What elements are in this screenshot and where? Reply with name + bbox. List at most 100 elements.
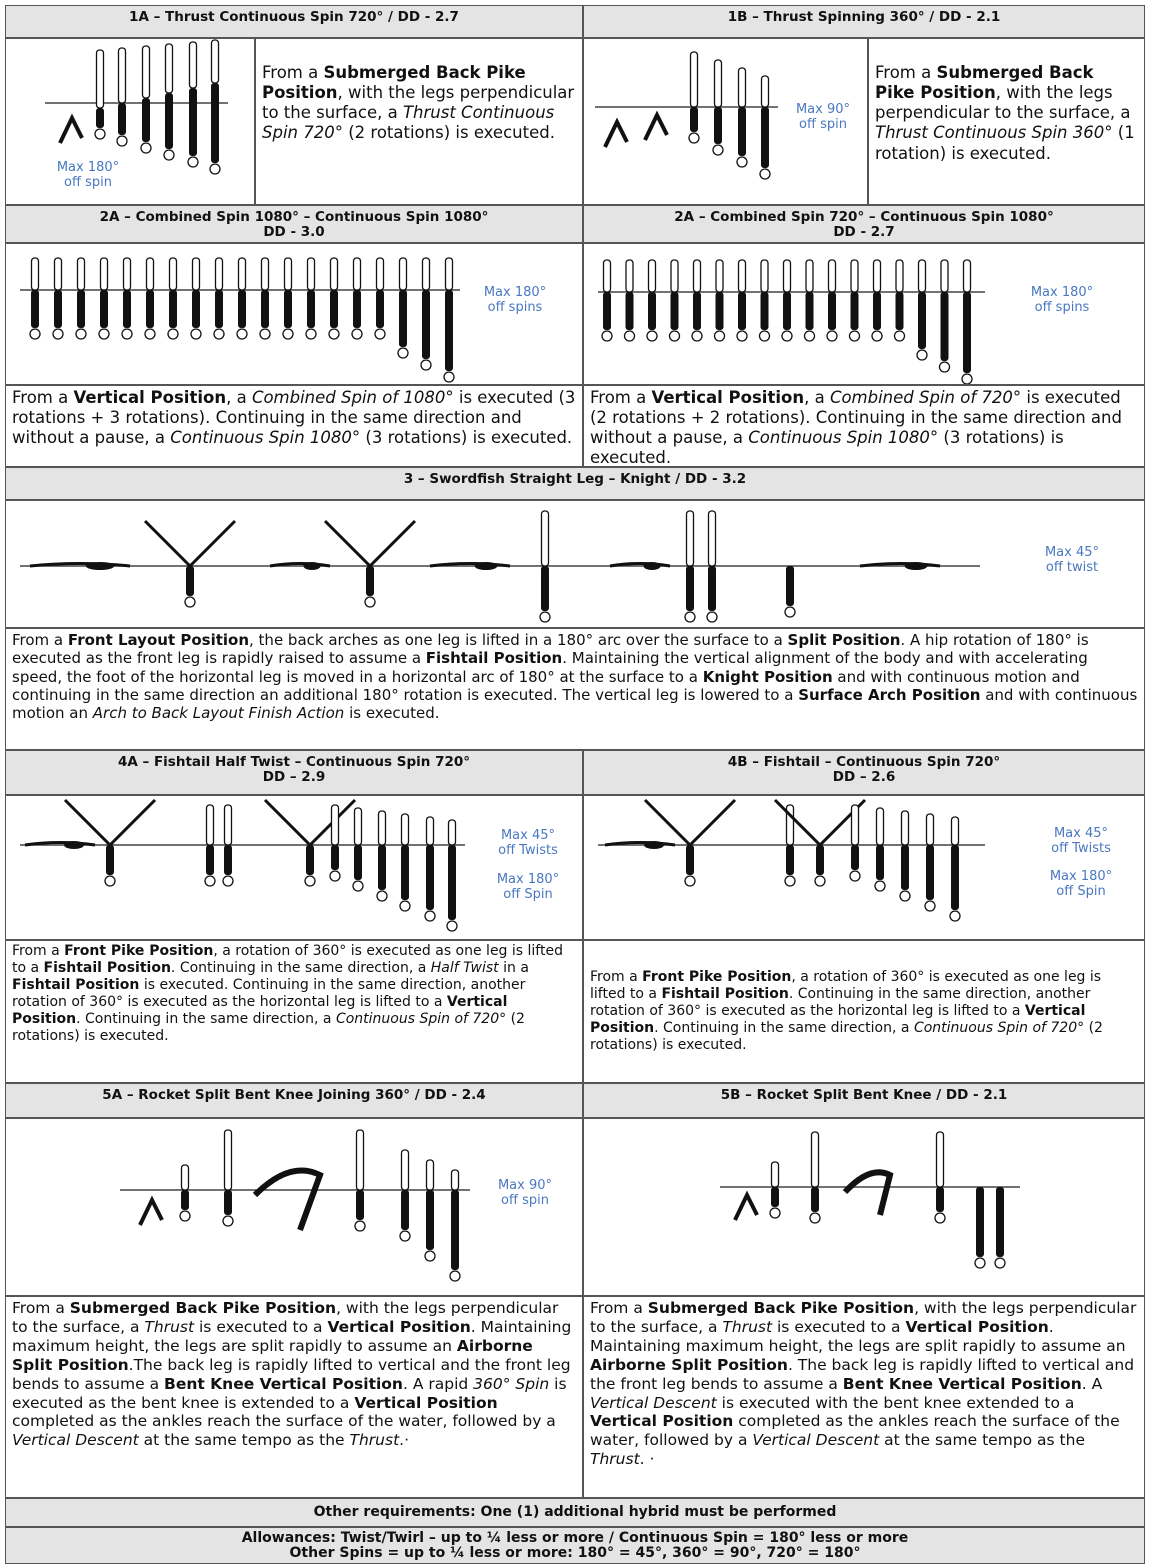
- bold-run: Split Position: [787, 631, 901, 649]
- figure-cell: [5, 38, 255, 205]
- figure-cell: [5, 500, 1145, 628]
- limit-note: Max 45° off Twists: [1031, 826, 1131, 856]
- figure-part: [924, 900, 936, 912]
- figure-part: [474, 562, 498, 570]
- figure-part: [899, 890, 911, 902]
- header-line: 4A – Fishtail Half Twist – Continuous Sp…: [117, 754, 471, 770]
- note-line: Max 180°: [483, 285, 547, 300]
- figure-part: [771, 1187, 779, 1207]
- note-line: off Spin: [1056, 884, 1106, 899]
- italic-run: Combined Spin of 720°: [829, 388, 1022, 407]
- section-header: 2A – Combined Spin 720° – Continuous Spi…: [583, 205, 1145, 243]
- description: From a Vertical Position, a Combined Spi…: [583, 385, 1145, 467]
- figure-part: [926, 845, 934, 900]
- limit-note: Max 180° off spins: [1012, 285, 1112, 315]
- bold-run: Submerged Back Pike Position: [262, 63, 526, 103]
- figure-part: [451, 1190, 459, 1270]
- text-run: completed as the ankles reach the surfac…: [590, 1412, 1120, 1450]
- figure-part: [690, 107, 698, 132]
- text-run: is executed (2 rotations + 2 rotations).…: [590, 388, 1122, 448]
- text-run: .The back leg is rapidly lifted to verti…: [12, 1355, 571, 1393]
- figure-part: [859, 562, 941, 568]
- bold-run: Airborne Split Position: [590, 1355, 788, 1374]
- text-run: (2 rotations) is executed.: [12, 1011, 525, 1045]
- figure-part: [364, 596, 376, 608]
- figure-part: [399, 290, 407, 347]
- figure-part: [100, 290, 108, 328]
- text-run: From a: [590, 1299, 648, 1317]
- text-run: (2 rotations) is executed.: [342, 123, 555, 143]
- figure-part: [814, 875, 826, 887]
- text-run: is executed. Continuing in the same dire…: [12, 977, 526, 1011]
- figure-part: [351, 328, 363, 340]
- figure-cell: [583, 38, 868, 205]
- figure-part: [826, 330, 838, 342]
- figure-part: [252, 1167, 324, 1232]
- figure-part: [85, 562, 115, 570]
- description: From a Front Pike Position, a rotation o…: [5, 940, 583, 1083]
- figure-part: [211, 83, 219, 163]
- figure-part: [934, 1212, 946, 1224]
- bold-run: Vertical Position: [327, 1317, 471, 1336]
- figure-part: [94, 128, 106, 140]
- italic-run: Vertical Descent: [590, 1393, 717, 1412]
- figure-part: [331, 845, 339, 870]
- figure-part: [179, 1210, 191, 1222]
- figure-part: [420, 359, 432, 371]
- figure-part: [29, 328, 41, 340]
- header-line: 5B – Rocket Split Bent Knee / DD - 2.1: [720, 1087, 1008, 1103]
- figure-cell: [5, 243, 583, 385]
- header-line: 2A – Combined Spin 720° – Continuous Spi…: [674, 209, 1054, 225]
- figure-part: [399, 900, 411, 912]
- figure-part: [873, 292, 881, 330]
- figure-part: [781, 330, 793, 342]
- figure-part: [759, 168, 771, 180]
- figure-part: [816, 845, 824, 875]
- allowance-line: Other Spins = up to ¼ less or more: 180°…: [289, 1545, 861, 1561]
- bold-run: Submerged Back Pike Position: [69, 1299, 337, 1317]
- figure-part: [646, 330, 658, 342]
- header-line: DD - 2.7: [833, 224, 895, 240]
- note-line: off spin: [64, 175, 112, 190]
- figure-part: [397, 347, 409, 359]
- bold-run: Vertical Position: [590, 1003, 1086, 1037]
- bold-run: Front Pike Position: [642, 969, 792, 985]
- text-run: , a: [804, 388, 830, 407]
- text-run: . Continuing in the same direction, anot…: [590, 986, 1091, 1020]
- text-run: (1 rotation) is executed.: [875, 123, 1135, 163]
- figure-part: [307, 290, 315, 328]
- limit-note: Max 180° off spins: [465, 285, 565, 315]
- text-run: in a: [498, 960, 529, 977]
- text-run: (3 rotations) is executed.: [590, 428, 1064, 467]
- figure-part: [401, 845, 409, 900]
- limit-note: Max 90° off spin: [475, 1178, 575, 1208]
- figure-part: [353, 290, 361, 328]
- figure-part: [424, 910, 436, 922]
- text-run: . A hip rotation of 180° is executed as …: [12, 631, 1089, 668]
- figure-part: [871, 330, 883, 342]
- figure-part: [686, 845, 694, 875]
- text-run: , a rotation of 360° is executed as one …: [590, 969, 1102, 1003]
- figure-part: [140, 142, 152, 154]
- figure-part: [52, 328, 64, 340]
- figure-part: [261, 290, 269, 328]
- figure-part: [541, 566, 549, 611]
- bold-run: Vertical Position: [590, 1412, 734, 1431]
- figure-part: [282, 328, 294, 340]
- figure-part: [769, 1207, 781, 1219]
- figure-part: [399, 1230, 411, 1242]
- bold-run: Knight Position: [702, 667, 833, 686]
- figure-part: [116, 135, 128, 147]
- description: From a Submerged Back Pike Position, wit…: [868, 38, 1145, 205]
- text-run: , a: [226, 388, 252, 407]
- bold-run: Airborne Split Position: [12, 1336, 533, 1374]
- figure-part: [123, 290, 131, 328]
- text-run: . Continuing in the same direction, a: [654, 1020, 914, 1037]
- italic-run: Thrust: [144, 1317, 195, 1336]
- figure-part: [424, 1250, 436, 1262]
- figure-part: [893, 330, 906, 342]
- note-line: Max 180°: [496, 872, 560, 887]
- description: From a Submerged Back Pike Position, wit…: [583, 1296, 1145, 1498]
- italic-run: Thrust: [590, 1450, 640, 1469]
- text-run: at the same tempo as the: [879, 1431, 1085, 1450]
